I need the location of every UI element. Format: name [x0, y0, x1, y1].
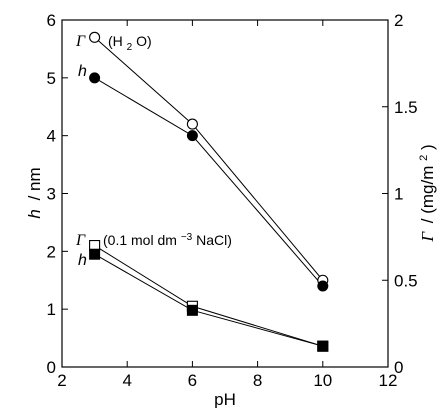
series-line-2 [94, 245, 323, 347]
series-1-point [186, 130, 198, 142]
annotation-nacl-h: h [78, 252, 87, 269]
annotation-nacl-gamma: Γ [75, 232, 86, 249]
left-tick-label: 0 [47, 358, 56, 377]
series-0-point [89, 31, 101, 43]
annotation-water-pre: (H [108, 33, 123, 49]
annotation-nacl-label: (0.1 mol dm −3 NaCl) [103, 227, 232, 248]
right-tick-label: 1 [394, 185, 403, 204]
markers [89, 31, 329, 352]
x-tick-label: 6 [188, 371, 197, 390]
annotation-nacl-post: NaCl) [196, 232, 232, 248]
x-tick-label: 12 [379, 371, 398, 390]
annotation-water-h: h [78, 63, 87, 80]
left-axis-symbol: h [25, 209, 44, 218]
right-axis-unit-post: ) [418, 144, 437, 150]
left-tick-label: 6 [47, 11, 56, 30]
series-3-point [317, 340, 329, 352]
series-1-point [317, 280, 329, 292]
series-lines [94, 36, 324, 347]
x-tick-label: 4 [122, 371, 131, 390]
right-axis-symbol: Γ [418, 231, 437, 243]
x-axis-label: pH [214, 390, 236, 408]
right-axis-unit-sup: 2 [418, 155, 430, 161]
series-0-point [186, 118, 198, 130]
left-axis-unit: / nm [25, 167, 44, 200]
x-tick-label: 2 [57, 371, 66, 390]
left-tick-label: 1 [47, 300, 56, 319]
plot-frame [61, 19, 389, 368]
annotation-water-label: (H 2 O) [108, 33, 152, 53]
left-tick-label: 2 [47, 242, 56, 261]
annotation-nacl-pre: (0.1 mol dm [103, 232, 177, 248]
annotation-water-post: O) [136, 33, 152, 49]
left-tick-label: 3 [47, 185, 56, 204]
annotation-nacl-sup: −3 [181, 232, 193, 243]
series-3-point [186, 304, 198, 316]
right-axis-label: Γ / (mg/m 2 ) [412, 144, 437, 242]
right-tick-label: 1.5 [394, 98, 418, 117]
series-line-1 [94, 77, 324, 287]
series-line-3 [94, 253, 323, 347]
series-1-point [89, 72, 101, 84]
left-axis-label: h / nm [25, 167, 44, 218]
annotation-water-gamma: Γ [75, 33, 86, 50]
right-axis-unit-pre: / (mg/m [418, 166, 437, 224]
x-tick-label: 8 [253, 371, 262, 390]
right-tick-label: 0 [394, 358, 403, 377]
left-tick-label: 4 [47, 127, 56, 146]
annotation-water-sub: 2 [127, 42, 133, 53]
right-tick-label: 2 [394, 11, 403, 30]
series-3-point [89, 248, 101, 260]
right-tick-label: 0.5 [394, 271, 418, 290]
x-tick-label: 10 [313, 371, 332, 390]
left-tick-label: 5 [47, 69, 56, 88]
